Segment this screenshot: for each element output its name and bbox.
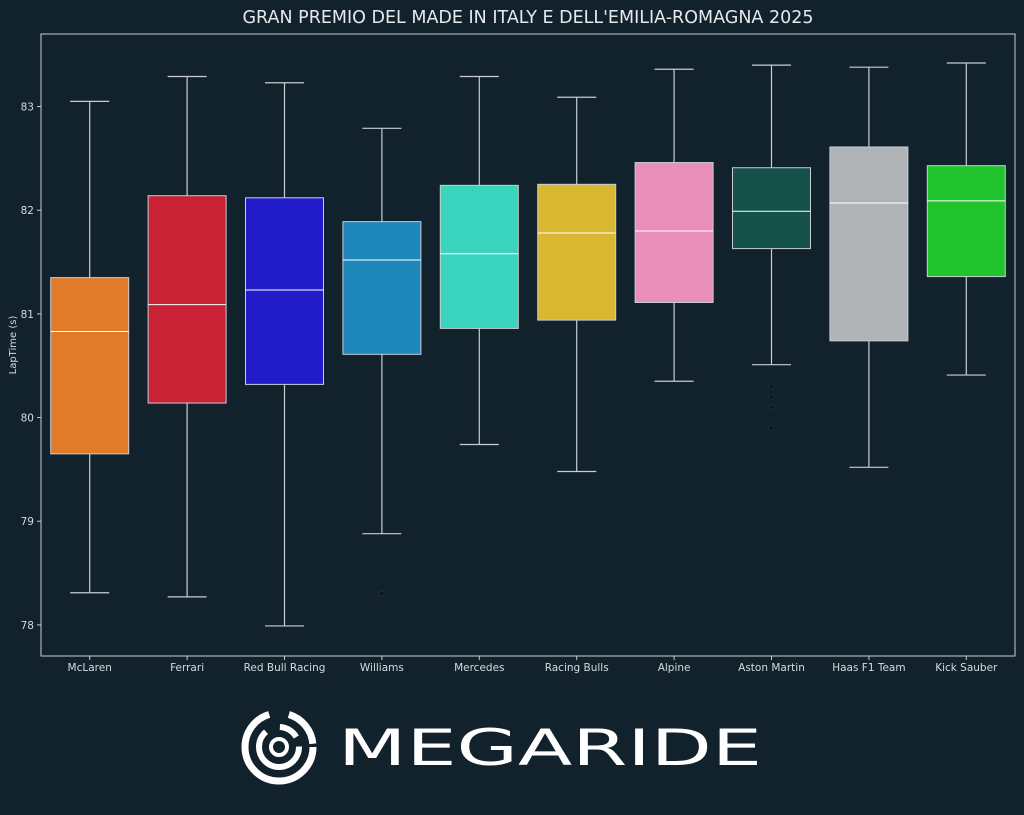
y-axis-label: LapTime (s) xyxy=(8,316,19,375)
outlier-point xyxy=(768,425,775,431)
x-tick-label: Aston Martin xyxy=(738,662,805,674)
outlier-point xyxy=(768,404,775,411)
plot-area: 78 79 80 81 82 83 McLaren Ferrari Red Bull Racin… xyxy=(21,33,1016,674)
x-tick-label: Racing Bulls xyxy=(545,662,609,674)
x-tick-label: Red Bull Racing xyxy=(244,662,326,674)
x-tick-label: Haas F1 Team xyxy=(832,662,905,674)
x-tick-label: Williams xyxy=(360,662,404,674)
megaride-logo: MEGARIDE xyxy=(241,709,762,785)
y-tick-label: 82 xyxy=(21,205,34,217)
box-aston-martin xyxy=(732,167,811,250)
box-ferrari xyxy=(147,195,227,404)
chart-title: GRAN PREMIO DEL MADE IN ITALY E DELL'EMI… xyxy=(243,8,814,28)
x-tick-label: McLaren xyxy=(68,662,112,674)
y-tick-label: 79 xyxy=(21,516,34,528)
box-red-bull-racing xyxy=(245,197,324,385)
x-tick-label: Ferrari xyxy=(170,662,204,674)
y-tick-label: 83 xyxy=(21,102,34,114)
outlier-point xyxy=(378,590,385,597)
plot-frame xyxy=(40,33,1016,657)
y-tick-label: 81 xyxy=(21,309,34,321)
box-mclaren xyxy=(50,277,130,455)
box-kick-sauber xyxy=(926,165,1006,278)
x-tick-label: Mercedes xyxy=(454,662,504,674)
box-haas-f1-team xyxy=(829,146,909,342)
box-williams xyxy=(342,221,422,355)
box-racing-bulls xyxy=(537,183,617,321)
y-tick-label: 78 xyxy=(21,620,34,632)
outlier-point xyxy=(768,383,775,390)
box-mercedes xyxy=(439,184,519,329)
box-alpine xyxy=(634,162,714,303)
outlier-point xyxy=(768,393,775,400)
y-tick-label: 80 xyxy=(21,413,34,425)
megaride-logo-mark xyxy=(241,709,317,785)
megaride-logo-text: MEGARIDE xyxy=(338,719,762,777)
x-tick-label: Alpine xyxy=(658,662,691,674)
x-tick-label: Kick Sauber xyxy=(935,662,998,674)
